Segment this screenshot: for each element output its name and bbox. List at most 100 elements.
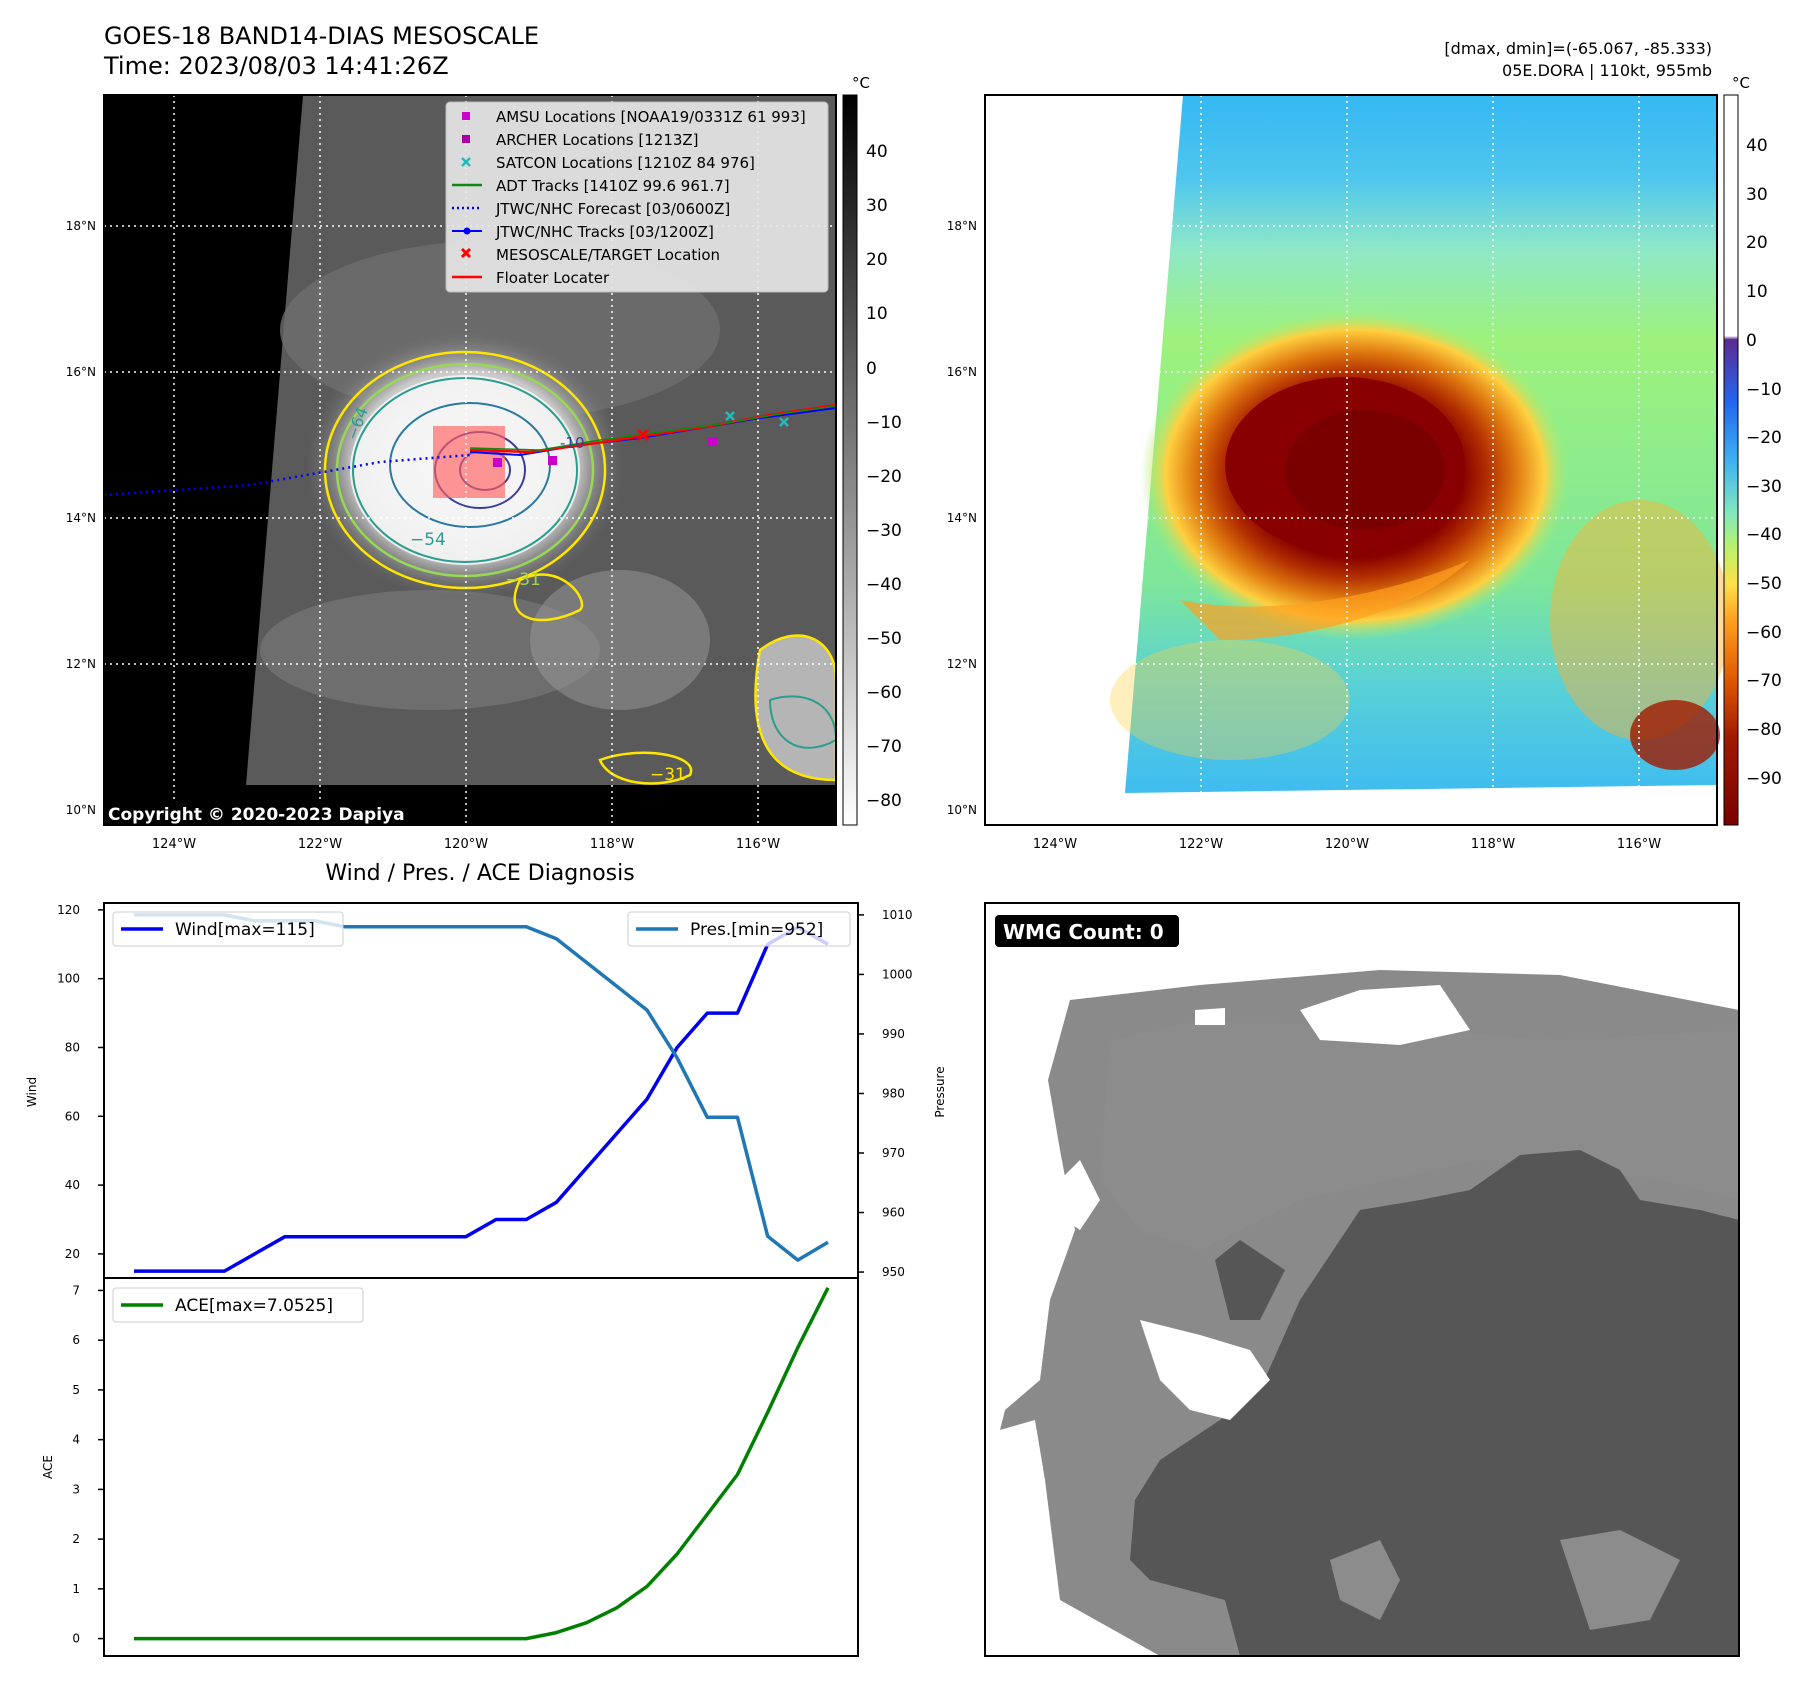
lat-label: 12°N: [947, 657, 977, 671]
contour-label: -10: [560, 434, 585, 452]
lat-label: 18°N: [66, 219, 96, 233]
colorbar-tick: −20: [1746, 428, 1782, 448]
colorbar-tick: −60: [1746, 623, 1782, 643]
lat-label: 16°N: [66, 365, 96, 379]
right-map-lon-labels: 124°W 122°W 120°W 118°W 116°W: [1033, 837, 1661, 852]
ace-axis-label: ACE: [41, 1455, 55, 1479]
legend-label: AMSU Locations [NOAA19/0331Z 61 993]: [496, 108, 806, 126]
colorbar-tick: −40: [866, 575, 902, 595]
left-map-lon-labels: 124°W 122°W 120°W 118°W 116°W: [152, 837, 780, 852]
y-tick-label: 1: [72, 1582, 80, 1596]
series-line-0: [134, 925, 829, 1273]
legend-marker-mesoscale: [460, 247, 472, 259]
ir-color-map: [984, 94, 1730, 826]
lon-label: 124°W: [152, 837, 196, 852]
colorbar-tick: 20: [1746, 233, 1768, 253]
legend-marker-satcon: [461, 157, 471, 167]
lon-label: 124°W: [1033, 837, 1077, 852]
legend-marker-archer: [462, 135, 470, 143]
colorbar-tick: −50: [1746, 574, 1782, 594]
y-tick-label: 20: [65, 1247, 80, 1261]
y-tick-label: 7: [72, 1283, 80, 1297]
pressure-axis-label: Pressure: [933, 1066, 947, 1117]
colorbar-unit: °C: [852, 74, 870, 92]
colorbar-tick: −60: [866, 683, 902, 703]
wind-axis-label: Wind: [25, 1077, 39, 1107]
wmg-panel: WMG Count: 0: [984, 902, 1740, 1657]
legend-label: MESOSCALE/TARGET Location: [496, 246, 720, 264]
y-tick-label: 100: [57, 972, 80, 986]
y-tick-label: 80: [65, 1040, 80, 1054]
colorbar-tick: −30: [866, 521, 902, 541]
figure-title: GOES-18 BAND14-DIAS MESOSCALE: [104, 22, 539, 50]
lat-label: 10°N: [947, 803, 977, 817]
colorbar-unit: °C: [1732, 74, 1750, 92]
map-legend: AMSU Locations [NOAA19/0331Z 61 993] ARC…: [445, 101, 829, 293]
pressure-legend-label: Pres.[min=952]: [690, 920, 823, 940]
legend-label: SATCON Locations [1210Z 84 976]: [496, 154, 755, 172]
legend-label: JTWC/NHC Tracks [03/1200Z]: [495, 223, 714, 241]
wmg-count-label: WMG Count: 0: [1003, 920, 1164, 944]
colorbar-tick: −90: [1746, 769, 1782, 789]
storm-label: 05E.DORA | 110kt, 955mb: [1502, 61, 1712, 80]
lat-label: 12°N: [66, 657, 96, 671]
y-tick-label: 0: [72, 1632, 80, 1646]
colorbar-tick: 40: [1746, 136, 1768, 156]
legend-marker-tracks: [452, 227, 482, 235]
colorbar-tick: 40: [866, 142, 888, 162]
y2-tick-label: 990: [882, 1027, 905, 1041]
pressure-axis-ticks: 950 960 970 980 990 1000 1010: [858, 908, 913, 1279]
colorbar-tick: −40: [1746, 525, 1782, 545]
legend-label: ADT Tracks [1410Z 99.6 961.7]: [496, 177, 730, 195]
lat-label: 14°N: [947, 511, 977, 525]
colorbar-tick: −20: [866, 467, 902, 487]
left-map-lat-labels: 18°N 16°N 14°N 12°N 10°N: [66, 219, 96, 817]
y2-tick-label: 1000: [882, 967, 913, 981]
y2-tick-label: 970: [882, 1146, 905, 1160]
wind-legend: Wind[max=115]: [112, 911, 344, 947]
colorbar-tick: 10: [1746, 282, 1768, 302]
y-tick-label: 3: [72, 1482, 80, 1496]
wind-pressure-chart: 20 40 60 80 100 120 950 960 970 980 990 1000 1010 W…: [25, 902, 947, 1279]
colorbar-tick: −70: [1746, 671, 1782, 691]
y2-tick-label: 960: [882, 1206, 905, 1220]
colorbar-tick: −80: [1746, 720, 1782, 740]
lon-label: 120°W: [1325, 837, 1369, 852]
y-tick-label: 2: [72, 1532, 80, 1546]
grayscale-colorbar: °C 40 30 20 10 0 −10 −20 −30 −40 −50 −60…: [842, 74, 902, 826]
y-tick-label: 120: [57, 903, 80, 917]
lat-label: 14°N: [66, 511, 96, 525]
y2-tick-label: 950: [882, 1265, 905, 1279]
colorbar-tick: −50: [866, 629, 902, 649]
figure-time: Time: 2023/08/03 14:41:26Z: [103, 52, 449, 80]
colorbar-tick: 20: [866, 250, 888, 270]
contour-label: −31: [505, 570, 541, 590]
colorbar-tick: 0: [866, 359, 877, 379]
colorbar-tick: 30: [1746, 185, 1768, 205]
y-tick-label: 60: [65, 1109, 80, 1123]
right-map-lat-labels: 18°N 16°N 14°N 12°N 10°N: [947, 219, 977, 817]
colorbar-tick: 0: [1746, 331, 1757, 351]
legend-label: ARCHER Locations [1213Z]: [496, 131, 699, 149]
colorbar-tick: −10: [866, 413, 902, 433]
color-colorbar: °C 40 30 20 10 0 −10 −20 −30 −40 −50 −60…: [1723, 74, 1782, 826]
diagnosis-title: Wind / Pres. / ACE Diagnosis: [325, 861, 634, 886]
y2-tick-label: 1010: [882, 908, 913, 922]
ace-chart: 0 1 2 3 4 5 6 7 ACE ACE[max=7.0525]: [41, 1277, 859, 1657]
ace-legend: ACE[max=7.0525]: [112, 1287, 364, 1323]
colorbar-tick: −80: [866, 791, 902, 811]
y-tick-label: 5: [72, 1383, 80, 1397]
series-line-0: [134, 1287, 830, 1641]
colorbar-tick: 10: [866, 304, 888, 324]
lon-label: 122°W: [298, 837, 342, 852]
copyright-label: Copyright © 2020-2023 Dapiya: [108, 805, 405, 825]
lon-label: 116°W: [1617, 837, 1661, 852]
legend-marker-amsu: [462, 112, 470, 120]
y-tick-label: 6: [72, 1333, 80, 1347]
legend-label: JTWC/NHC Forecast [03/0600Z]: [495, 200, 730, 218]
colorbar-tick: −30: [1746, 477, 1782, 497]
contour-label: −31: [650, 765, 686, 785]
ace-lines: [134, 1287, 830, 1641]
wind-axis-ticks: 20 40 60 80 100 120: [57, 903, 104, 1261]
